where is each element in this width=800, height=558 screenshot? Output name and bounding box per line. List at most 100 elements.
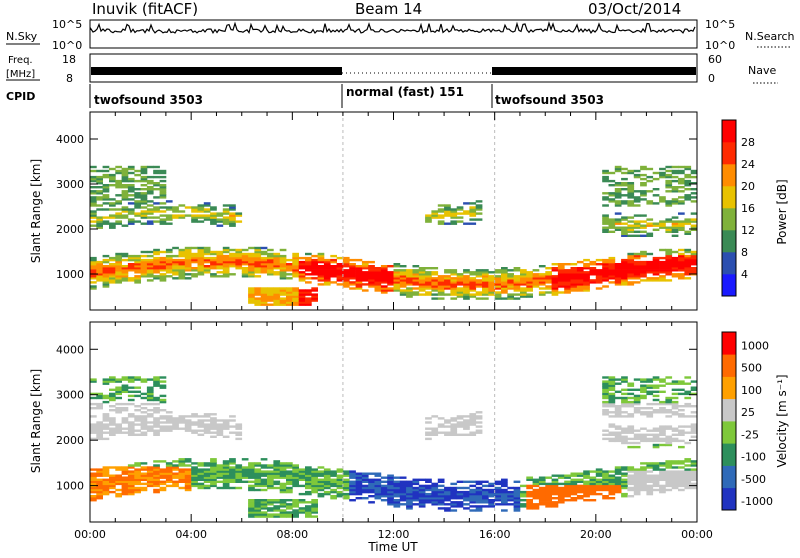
data-cell: [690, 474, 698, 477]
data-cell: [134, 220, 141, 223]
data-cell: [469, 279, 477, 282]
data-cell: [646, 478, 654, 481]
data-cell: [627, 204, 635, 207]
data-cell: [671, 258, 679, 262]
data-cell: [690, 224, 698, 227]
data-cell: [456, 486, 464, 490]
data-cell: [412, 275, 420, 278]
data-cell: [286, 297, 293, 300]
data-cell: [614, 265, 622, 268]
data-cell: [614, 472, 622, 475]
data-cell: [342, 273, 350, 276]
data-cell: [532, 497, 540, 500]
data-cell: [475, 269, 483, 272]
data-cell: [109, 204, 116, 207]
data-cell: [260, 263, 268, 266]
data-cell: [614, 267, 622, 270]
data-cell: [279, 265, 287, 268]
data-cell: [279, 293, 287, 296]
data-cell: [317, 260, 325, 264]
data-cell: [602, 495, 609, 498]
data-cell: [191, 476, 198, 479]
data-cell: [203, 252, 211, 256]
data-cell: [475, 281, 483, 284]
data-cell: [109, 271, 116, 274]
data-cell: [229, 258, 236, 262]
data-cell: [146, 474, 154, 477]
data-cell: [507, 287, 514, 290]
data-cell: [374, 267, 382, 270]
freq-label-2: [MHz]: [6, 69, 35, 80]
data-cell: [210, 460, 217, 463]
data-cell: [109, 258, 116, 262]
data-cell: [254, 301, 262, 304]
data-cell: [475, 431, 483, 434]
data-cell: [260, 499, 268, 502]
data-cell: [437, 488, 445, 492]
data-cell: [602, 273, 609, 276]
data-cell: [431, 210, 439, 213]
data-cell: [640, 220, 647, 223]
data-cell: [671, 230, 679, 233]
data-cell: [298, 256, 306, 260]
data-cell: [140, 269, 148, 272]
data-cell: [545, 497, 552, 500]
data-cell: [184, 419, 192, 422]
data-cell: [90, 495, 97, 498]
data-cell: [399, 289, 407, 292]
data-cell: [153, 376, 160, 379]
data-cell: [640, 470, 647, 473]
data-cell: [583, 486, 590, 490]
data-cell: [342, 281, 350, 284]
data-cell: [197, 482, 205, 486]
data-cell: [241, 260, 249, 264]
data-cell: [311, 488, 318, 492]
data-cell: [248, 291, 255, 294]
data-cell: [538, 287, 546, 290]
data-cell: [305, 470, 312, 473]
data-cell: [172, 216, 179, 219]
data-cell: [191, 472, 198, 475]
data-cell: [595, 279, 603, 282]
data-cell: [159, 409, 167, 412]
data-cell: [323, 472, 331, 475]
data-cell: [127, 484, 135, 488]
data-cell: [172, 419, 179, 422]
y-tick-label: 4000: [56, 343, 84, 356]
data-cell: [292, 299, 299, 302]
data-cell: [248, 486, 255, 490]
data-cell: [469, 283, 477, 286]
data-cell: [355, 486, 363, 490]
data-cell: [222, 265, 230, 268]
data-cell: [172, 421, 179, 424]
data-cell: [646, 413, 654, 416]
data-cell: [583, 263, 590, 266]
data-cell: [197, 419, 205, 422]
data-cell: [146, 394, 154, 398]
data-cell: [121, 376, 129, 379]
data-cell: [286, 295, 293, 298]
data-cell: [602, 470, 609, 473]
data-cell: [431, 492, 439, 496]
data-cell: [96, 423, 103, 426]
data-cell: [640, 394, 647, 398]
data-cell: [311, 277, 318, 280]
data-cell: [608, 378, 616, 381]
data-cell: [387, 273, 394, 276]
data-cell: [602, 258, 609, 262]
data-cell: [90, 285, 97, 288]
data-cell: [633, 256, 641, 260]
data-cell: [184, 256, 192, 260]
data-cell: [229, 256, 236, 260]
data-cell: [197, 252, 205, 256]
data-cell: [140, 250, 148, 254]
data-cell: [494, 295, 502, 298]
data-cell: [90, 396, 97, 400]
data-cell: [134, 277, 141, 280]
data-cell: [640, 435, 647, 438]
data-cell: [488, 503, 495, 506]
data-cell: [178, 474, 186, 477]
data-cell: [96, 480, 103, 483]
data-cell: [121, 378, 129, 381]
